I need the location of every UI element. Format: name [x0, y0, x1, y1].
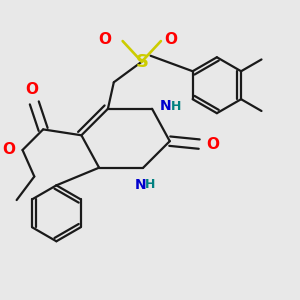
Text: H: H: [171, 100, 181, 113]
Text: O: O: [25, 82, 38, 97]
Text: N: N: [159, 99, 171, 113]
Text: H: H: [145, 178, 155, 191]
Text: S: S: [135, 53, 148, 71]
Text: O: O: [2, 142, 15, 158]
Text: O: O: [207, 136, 220, 152]
Text: O: O: [164, 32, 177, 47]
Text: O: O: [98, 32, 111, 47]
Text: N: N: [134, 178, 146, 192]
